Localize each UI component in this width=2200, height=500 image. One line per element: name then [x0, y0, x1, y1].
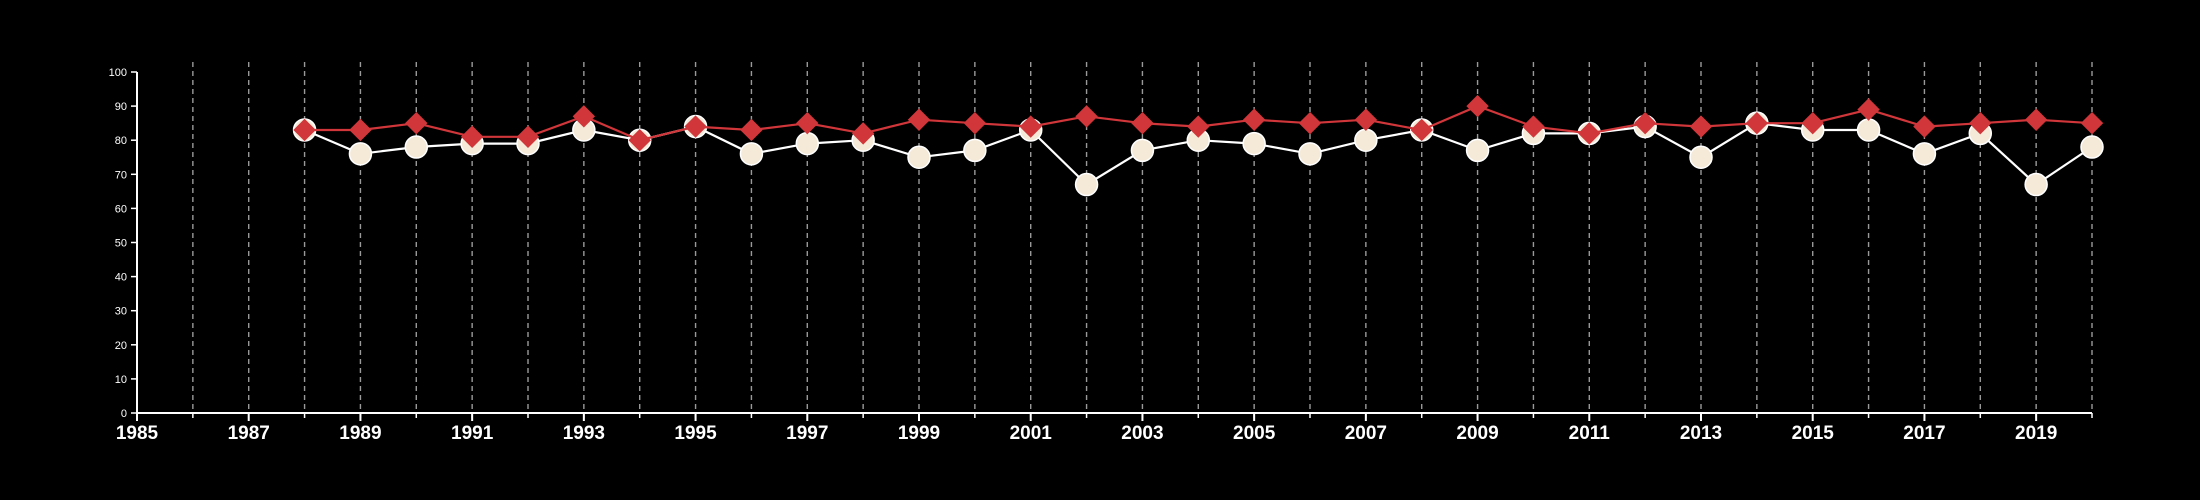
x-tick-label: 2011	[1569, 423, 1611, 444]
data-point	[1074, 172, 1099, 197]
data-point	[1913, 115, 1936, 138]
y-tick-label: 60	[115, 203, 127, 215]
data-point	[740, 118, 763, 142]
x-tick-label: 1985	[116, 423, 159, 444]
data-point	[1130, 138, 1155, 163]
data-point	[796, 111, 819, 135]
data-point	[293, 118, 316, 142]
series-diamond	[293, 94, 2104, 152]
x-tick-label: 2015	[1792, 423, 1835, 444]
y-tick-label: 90	[115, 101, 127, 113]
data-point	[2080, 111, 2104, 135]
data-point	[1633, 111, 1657, 135]
data-point	[1242, 108, 1266, 131]
data-point	[1354, 128, 1378, 152]
data-point	[405, 111, 428, 135]
y-tick-label: 100	[109, 67, 127, 79]
y-tick-label: 20	[115, 340, 127, 352]
data-point	[1242, 131, 1266, 156]
data-point	[1298, 111, 1322, 135]
y-tick-label: 0	[121, 408, 127, 420]
x-tick-label: 1989	[339, 423, 381, 444]
data-point	[1410, 118, 1433, 142]
data-point	[1689, 145, 1713, 169]
x-tick-label: 1997	[786, 423, 828, 444]
data-point	[907, 145, 931, 169]
data-point	[1019, 115, 1042, 138]
data-point	[1578, 122, 1601, 145]
data-point	[572, 105, 596, 128]
data-point	[2024, 108, 2048, 131]
data-point	[348, 142, 373, 166]
x-tick-label: 1995	[674, 423, 717, 444]
axes: 0 10 20 30 40 50 60 70 80 90 100 1985 1987 1989 1991 19…	[109, 67, 2093, 444]
x-tick-label: 1991	[451, 423, 494, 444]
data-point	[628, 128, 651, 152]
data-point	[1131, 111, 1154, 135]
data-point	[1856, 118, 1881, 142]
data-point	[2080, 135, 2104, 159]
data-point	[1075, 105, 1098, 128]
data-point	[739, 142, 764, 166]
y-tick-label: 30	[115, 306, 127, 318]
data-point	[349, 118, 372, 142]
data-point	[1187, 115, 1210, 138]
x-tick-label: 1987	[228, 423, 270, 444]
data-point	[963, 111, 987, 135]
x-tick-label: 2009	[1456, 423, 1498, 444]
data-point	[404, 135, 429, 159]
x-tick-label: 2007	[1345, 423, 1387, 444]
data-point	[851, 122, 875, 145]
data-point	[1466, 94, 1489, 118]
x-tick-label: 2013	[1680, 423, 1722, 444]
y-tick-label: 10	[115, 374, 127, 386]
data-point	[1969, 111, 1992, 135]
data-point	[460, 125, 484, 148]
data-point	[907, 108, 931, 131]
data-point	[684, 115, 707, 138]
x-tick-label: 2005	[1233, 423, 1276, 444]
x-tick-label: 2019	[2015, 423, 2057, 444]
x-tick-label: 2003	[1121, 423, 1163, 444]
data-point	[516, 125, 540, 148]
x-tick-label: 2017	[1903, 423, 1945, 444]
data-point	[1857, 98, 1880, 121]
data-point	[1689, 115, 1713, 138]
data-point	[1522, 115, 1545, 138]
data-point	[963, 138, 987, 163]
data-point	[1912, 142, 1937, 166]
data-point	[1745, 111, 1769, 135]
x-tick-label: 1993	[563, 423, 605, 444]
y-tick-label: 70	[115, 169, 127, 181]
y-tick-label: 50	[115, 238, 127, 250]
data-point	[1354, 108, 1378, 131]
data-point	[2024, 172, 2048, 197]
data-point	[795, 131, 820, 156]
data-point	[1465, 138, 1490, 163]
data-point	[1801, 111, 1824, 135]
data-point	[1298, 142, 1322, 166]
data-series	[292, 94, 2104, 197]
y-tick-label: 80	[115, 135, 127, 147]
y-tick-label: 40	[115, 272, 127, 284]
x-tick-label: 1999	[898, 423, 940, 444]
x-tick-label: 2001	[1010, 423, 1053, 444]
